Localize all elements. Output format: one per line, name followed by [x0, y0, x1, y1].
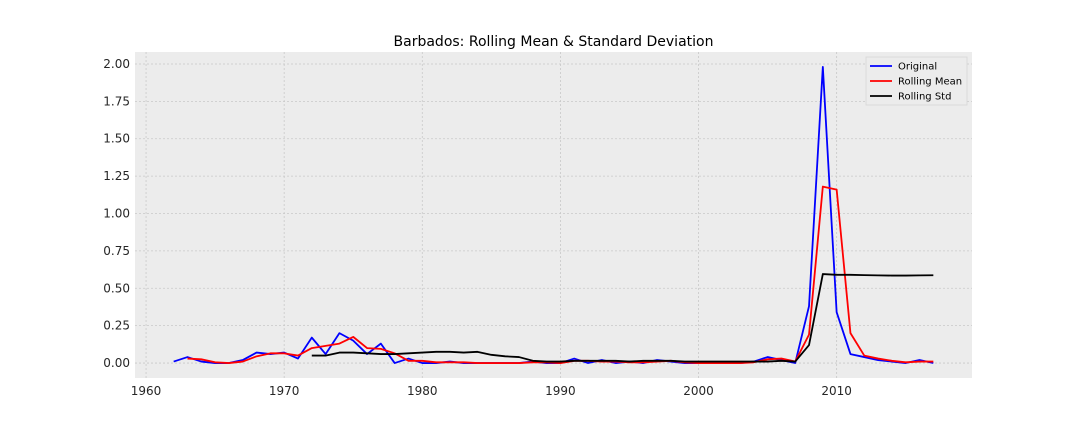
series-line-rolling-mean [187, 185, 934, 364]
chart-title: Barbados: Rolling Mean & Standard Deviat… [394, 34, 714, 50]
y-tick-label: 0.00 [103, 356, 130, 370]
series-lines [173, 66, 934, 364]
legend-label: Original [898, 62, 937, 73]
series-line-rolling-std [311, 273, 934, 363]
y-tick-label: 1.00 [103, 207, 130, 221]
legend-label: Rolling Std [898, 92, 951, 103]
x-tick-label: 1990 [545, 384, 576, 398]
axis-ticks: 1960 1970 1980 1990 2000 2010 0.00 0.25 0.50 0.75… [103, 57, 852, 398]
y-tick-label: 1.25 [103, 169, 130, 183]
legend: Original Rolling Mean Rolling Std [865, 56, 968, 106]
y-tick-label: 2.00 [103, 57, 130, 71]
x-tick-label: 1980 [407, 384, 438, 398]
x-tick-label: 1960 [131, 384, 162, 398]
x-tick-label: 2000 [683, 384, 714, 398]
x-tick-label: 1970 [269, 384, 300, 398]
x-tick-label: 2010 [821, 384, 852, 398]
y-tick-label: 1.50 [103, 132, 130, 146]
y-tick-label: 0.50 [103, 281, 130, 295]
plot-background [135, 52, 972, 378]
y-tick-label: 0.75 [103, 244, 130, 258]
y-tick-label: 1.75 [103, 94, 130, 108]
legend-label: Rolling Mean [898, 77, 962, 88]
y-tick-label: 0.25 [103, 319, 130, 333]
